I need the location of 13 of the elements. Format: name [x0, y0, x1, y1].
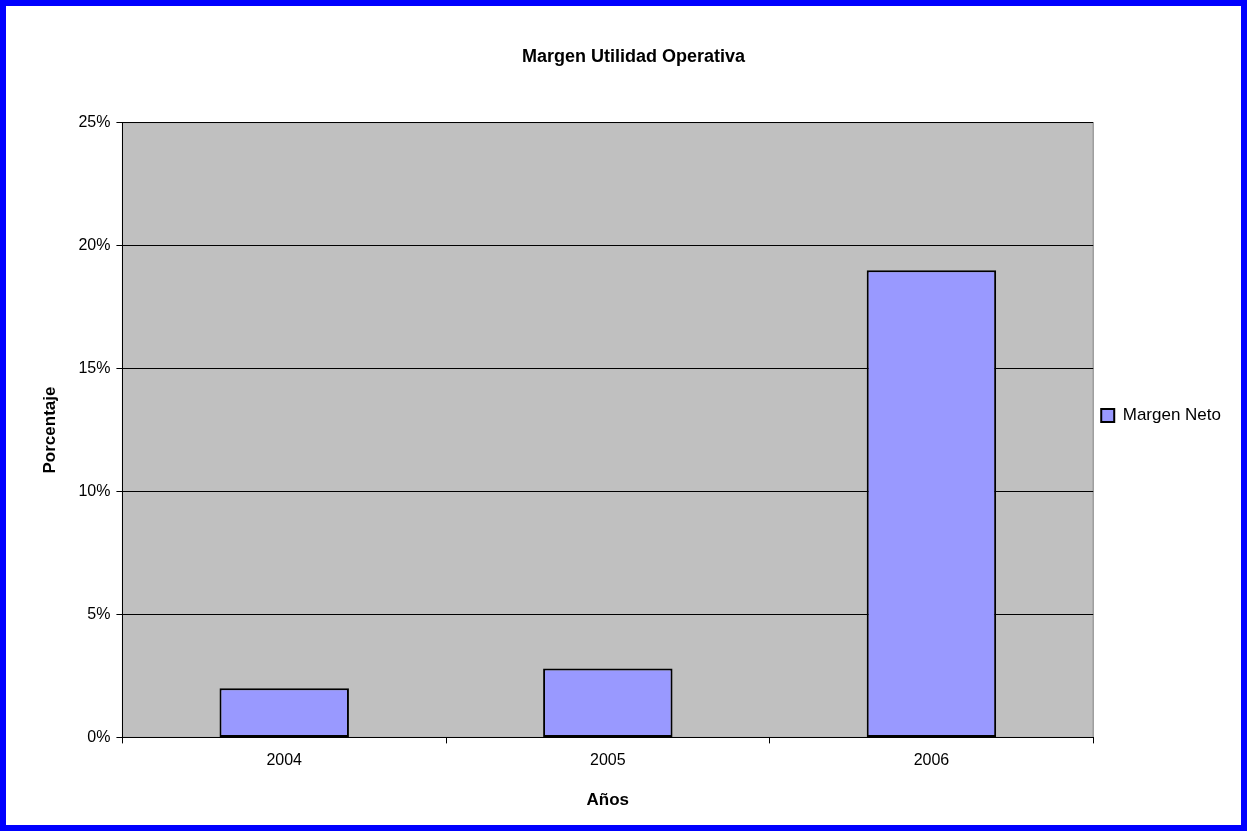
x-axis-title: Años [586, 790, 630, 810]
x-tick-label: 2006 [913, 751, 950, 769]
x-tick-label: 2005 [590, 751, 626, 769]
y-tick-label: 10% [78, 481, 111, 499]
y-tick-label: 5% [87, 604, 111, 622]
y-tick-label: 20% [78, 235, 111, 253]
y-tick-label: 15% [78, 358, 111, 376]
y-tick-label: 25% [78, 113, 111, 131]
chart-title: Margen Utilidad Operativa [521, 45, 747, 66]
y-tick-label: 0% [87, 727, 111, 745]
legend-label: Margen Neto [1122, 405, 1222, 425]
y-axis-title: Porcentaje [39, 386, 59, 474]
x-tick-label: 2004 [266, 751, 303, 769]
